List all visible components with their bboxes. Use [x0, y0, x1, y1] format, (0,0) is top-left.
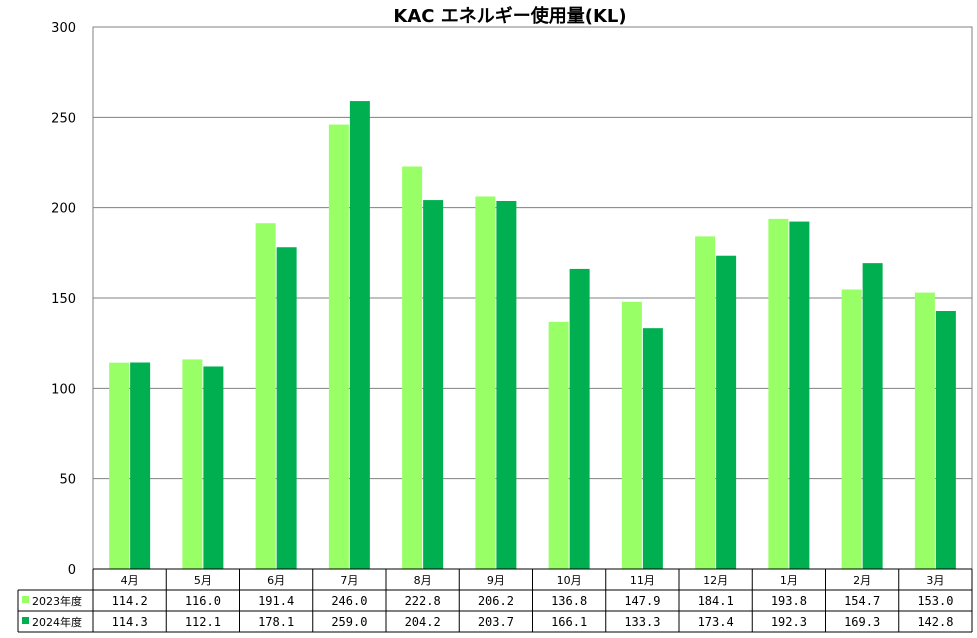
bar	[548, 321, 569, 569]
x-tick-label: 12月	[703, 574, 728, 587]
data-label: 178.1	[258, 615, 294, 629]
bar	[203, 366, 224, 569]
bar	[695, 236, 716, 569]
legend-label: 2023年度	[32, 594, 82, 608]
data-label: 136.8	[551, 594, 587, 608]
data-label: 114.3	[112, 615, 148, 629]
x-tick-label: 1月	[780, 574, 798, 587]
x-tick-label: 7月	[340, 574, 358, 587]
x-tick-label: 8月	[414, 574, 432, 587]
data-label: 133.3	[624, 615, 660, 629]
bar	[130, 362, 151, 569]
bar	[109, 362, 130, 569]
bar	[475, 196, 496, 569]
x-tick-label: 10月	[557, 574, 582, 587]
bar	[642, 328, 663, 569]
data-label: 203.7	[478, 615, 514, 629]
data-label: 154.7	[844, 594, 880, 608]
bar	[402, 166, 423, 569]
data-label: 193.8	[771, 594, 807, 608]
bar	[841, 289, 862, 569]
y-tick-label: 300	[51, 21, 76, 36]
bar	[328, 124, 349, 569]
data-label: 153.0	[917, 594, 953, 608]
y-tick-label: 100	[51, 382, 76, 397]
y-tick-label: 250	[51, 111, 76, 126]
bar	[716, 255, 737, 569]
x-tick-label: 6月	[267, 574, 285, 587]
data-label: 192.3	[771, 615, 807, 629]
legend-swatch	[22, 617, 29, 624]
bar	[182, 359, 203, 569]
bar	[496, 200, 517, 569]
bar	[276, 247, 297, 569]
legend-label: 2024年度	[32, 615, 82, 629]
data-table: 4月 5月 6月 7月 8月 9月 10月 11月 12月 1月 2月 3月 2023年度 114.2 11…	[17, 568, 973, 633]
bar	[935, 311, 956, 569]
data-label: 142.8	[917, 615, 953, 629]
bar	[569, 268, 590, 569]
data-label: 204.2	[405, 615, 441, 629]
bar	[768, 218, 789, 570]
bar	[789, 221, 810, 569]
bar	[621, 301, 642, 569]
data-label: 184.1	[698, 594, 734, 608]
bars	[109, 101, 956, 570]
x-tick-label: 11月	[630, 574, 655, 587]
y-axis: 0 50 100 150 200 250 300	[51, 21, 76, 578]
x-tick-label: 4月	[121, 574, 139, 587]
x-tick-label: 9月	[487, 574, 505, 587]
data-label: 169.3	[844, 615, 880, 629]
data-label: 112.1	[185, 615, 221, 629]
x-tick-label: 5月	[194, 574, 212, 587]
data-label: 114.2	[112, 594, 148, 608]
bar	[255, 223, 276, 570]
data-label: 246.0	[331, 594, 367, 608]
y-tick-label: 50	[59, 473, 76, 488]
chart-title: KAC エネルギー使用量(KL)	[393, 5, 626, 27]
y-tick-label: 200	[51, 202, 76, 217]
data-label: 191.4	[258, 594, 294, 608]
data-label: 206.2	[478, 594, 514, 608]
bar	[423, 200, 444, 569]
data-label: 259.0	[331, 615, 367, 629]
x-tick-label: 2月	[853, 574, 871, 587]
y-tick-label: 150	[51, 292, 76, 307]
data-label: 116.0	[185, 594, 221, 608]
x-tick-label: 3月	[926, 574, 944, 587]
data-label: 166.1	[551, 615, 587, 629]
y-tick-label: 0	[68, 563, 76, 578]
data-label: 222.8	[405, 594, 441, 608]
bar	[862, 263, 883, 569]
legend-swatch	[22, 596, 29, 603]
data-label: 147.9	[624, 594, 660, 608]
bar	[349, 101, 370, 569]
data-label: 173.4	[698, 615, 734, 629]
bar	[914, 292, 935, 569]
gridlines	[92, 26, 973, 570]
